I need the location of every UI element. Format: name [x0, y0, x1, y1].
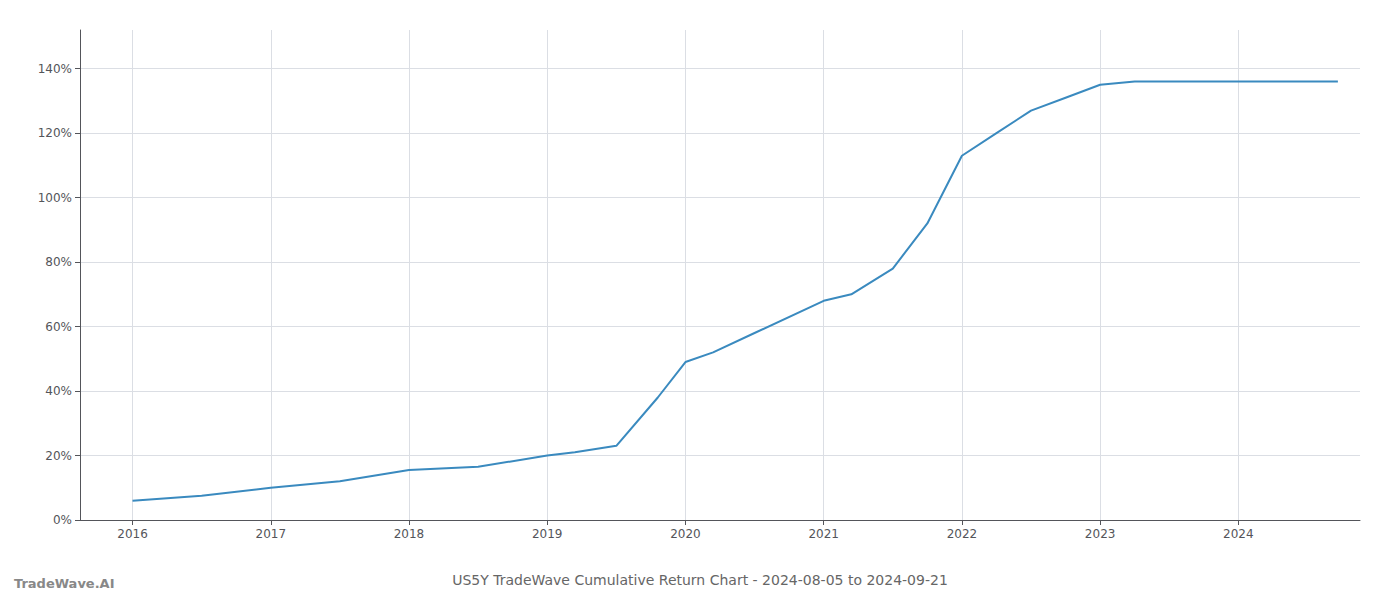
svg-text:120%: 120%: [38, 126, 72, 140]
svg-text:20%: 20%: [45, 449, 72, 463]
svg-text:2021: 2021: [808, 527, 839, 541]
svg-text:2018: 2018: [394, 527, 425, 541]
svg-text:40%: 40%: [45, 384, 72, 398]
svg-text:2017: 2017: [255, 527, 286, 541]
svg-text:140%: 140%: [38, 62, 72, 76]
svg-text:2023: 2023: [1085, 527, 1116, 541]
svg-text:2022: 2022: [947, 527, 978, 541]
svg-text:60%: 60%: [45, 320, 72, 334]
svg-text:2024: 2024: [1223, 527, 1254, 541]
svg-text:TradeWave.AI: TradeWave.AI: [14, 576, 115, 591]
svg-text:2016: 2016: [117, 527, 148, 541]
svg-text:US5Y TradeWave Cumulative Retu: US5Y TradeWave Cumulative Return Chart -…: [452, 572, 948, 588]
svg-text:2019: 2019: [532, 527, 563, 541]
svg-text:0%: 0%: [53, 513, 72, 527]
svg-text:100%: 100%: [38, 191, 72, 205]
svg-text:80%: 80%: [45, 255, 72, 269]
svg-text:2020: 2020: [670, 527, 701, 541]
